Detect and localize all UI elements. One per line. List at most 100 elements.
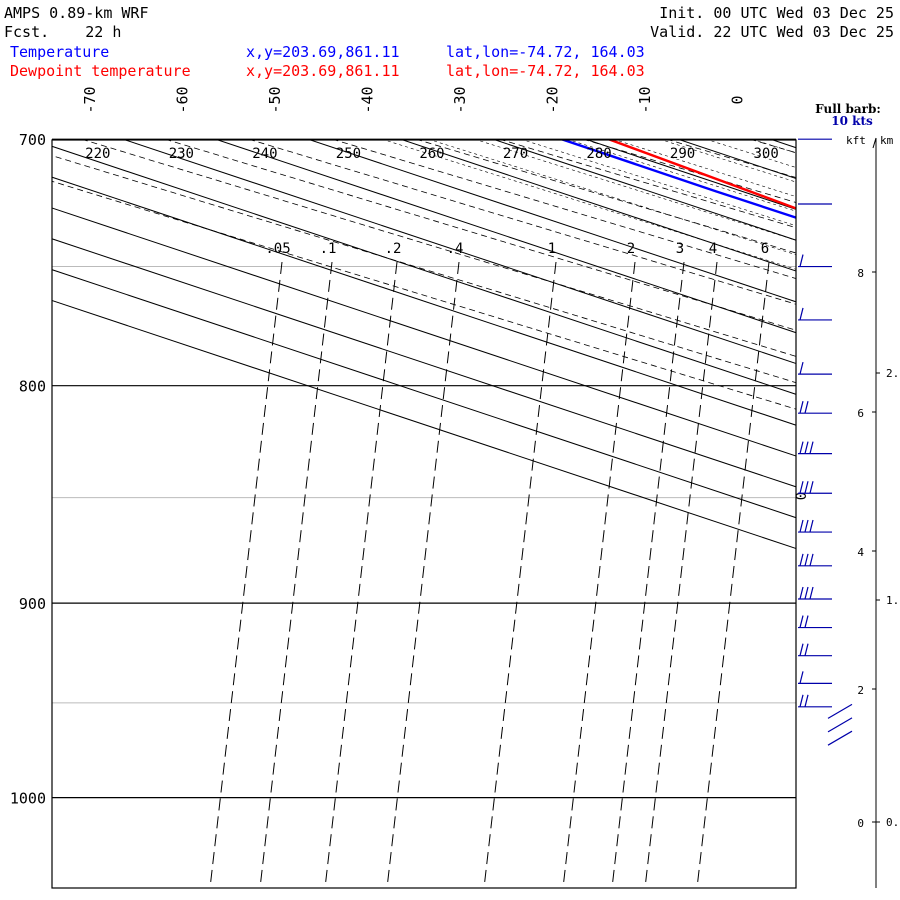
kft-tick-label: 8 <box>857 267 864 280</box>
isotherm-label: -50 <box>266 86 284 113</box>
kft-tick-label: 0 <box>857 817 864 830</box>
wind-barb <box>798 254 832 268</box>
forecast-hour: Fcst. 22 h <box>4 23 122 41</box>
wind-barb-flag <box>799 643 804 656</box>
moist-adiabat-line <box>753 140 796 154</box>
wind-barb-flag <box>799 586 804 600</box>
wind-barb-flag <box>809 481 814 494</box>
wind-barb-flag <box>799 254 804 267</box>
wind-barb-flag <box>799 694 804 707</box>
isotherm-line <box>771 140 796 149</box>
wind-barb <box>798 615 832 629</box>
wind-barb-flag <box>799 519 804 533</box>
moist-adiabat-line <box>891 139 900 879</box>
mixing-ratio-label: 6 <box>761 241 769 257</box>
moist-adiabat-line <box>476 140 796 241</box>
isotherm-line <box>52 207 796 457</box>
pressure-tick-label: 700 <box>19 131 46 149</box>
inline-isotherm-label: 0 <box>794 492 810 500</box>
wind-barb-flag <box>804 441 809 454</box>
legend-temperature-xy: x,y=203.69,861.11 <box>246 43 400 61</box>
mixing-ratio-line <box>562 261 636 888</box>
legend-dewpoint-name: Dewpoint temperature <box>10 62 191 80</box>
kft-tick-label: 4 <box>857 546 864 559</box>
wind-barb-flag <box>809 441 814 454</box>
pressure-tick-label: 900 <box>19 595 46 613</box>
mixing-ratio-line <box>696 261 770 888</box>
isotherm-line <box>863 139 900 879</box>
wind-barb-flag <box>799 481 804 494</box>
plot-frame <box>51 139 797 889</box>
moist-adiabat-line <box>798 139 900 879</box>
wind-barb-flag <box>804 615 809 628</box>
km-tick-label: 2. <box>886 367 899 380</box>
wind-barb-flag <box>809 586 814 600</box>
barb-note-line1: Full barb: <box>815 102 881 116</box>
wind-barb <box>798 694 832 708</box>
wind-barb <box>798 553 832 567</box>
isotherm-label: -10 <box>636 86 654 113</box>
wind-barb-flag <box>804 481 809 494</box>
isotherm-label: 0 <box>729 95 747 104</box>
legend-temperature-name: Temperature <box>10 43 110 61</box>
wind-barb <box>798 586 832 600</box>
wind-barb <box>827 730 853 746</box>
wind-barb-flag <box>804 694 809 707</box>
theta-label: 300 <box>753 146 778 162</box>
wind-barb-flag <box>804 519 809 533</box>
legend-dewpoint-xy: x,y=203.69,861.11 <box>246 62 400 80</box>
isotherm-line <box>52 299 796 550</box>
isotherm-label: -30 <box>451 86 469 113</box>
theta-label: 290 <box>670 146 695 162</box>
mixing-ratio-label: .05 <box>265 241 290 257</box>
mixing-ratio-line <box>209 261 283 888</box>
wind-barb <box>798 307 832 321</box>
legend-temperature-latlon: lat,lon=-74.72, 164.03 <box>446 43 645 61</box>
isotherm-line <box>52 238 796 488</box>
mixing-ratio-label: .2 <box>385 241 402 257</box>
wind-barb <box>798 401 832 414</box>
km-axis-label: km <box>880 134 894 147</box>
barb-note-line2: 10 kts <box>831 114 873 128</box>
dry-adiabat-line <box>417 140 796 254</box>
isotherm-line <box>216 140 796 334</box>
isotherm-line <box>123 140 796 365</box>
mixing-ratio-line <box>386 261 460 888</box>
isotherm-line <box>52 176 796 426</box>
moist-adiabat-line <box>845 139 900 879</box>
wind-barb-flag <box>799 361 804 375</box>
pressure-tick-label: 800 <box>19 378 46 396</box>
theta-label: 220 <box>85 146 110 162</box>
kft-tick-label: 2 <box>857 684 864 697</box>
moist-adiabat-line <box>429 140 796 256</box>
isotherm-label: -40 <box>359 86 377 113</box>
wind-barb-flag <box>804 586 809 600</box>
isotherm-line <box>52 145 796 395</box>
km-tick-label: 1. <box>886 594 899 607</box>
mixing-ratio-line <box>483 261 557 888</box>
wind-barb-flag <box>804 643 809 656</box>
isotherm-line <box>308 140 796 303</box>
wind-barb-flag <box>799 671 804 684</box>
mixing-ratio-line <box>324 261 398 888</box>
wind-barb-flag <box>799 553 804 566</box>
mixing-ratio-label: 1 <box>548 241 556 257</box>
dry-adiabat-line <box>834 139 900 879</box>
wind-barb <box>798 671 832 685</box>
wind-barb <box>827 717 853 733</box>
wind-barb <box>798 519 832 533</box>
dry-adiabat-line <box>751 140 796 154</box>
dewpoint-series-line <box>608 140 796 210</box>
mixing-ratio-line <box>259 261 333 888</box>
theta-label: 240 <box>252 146 277 162</box>
isotherm-line <box>401 140 796 272</box>
kft-tick-label: 6 <box>857 407 864 420</box>
dry-adiabat-line <box>500 140 796 229</box>
moist-adiabat-line <box>614 140 796 197</box>
model-title: AMPS 0.89-km WRF <box>4 4 149 22</box>
wind-barb <box>798 643 832 657</box>
wind-barb <box>798 361 832 375</box>
mixing-ratio-line <box>611 261 685 888</box>
wind-barb-flag <box>804 553 809 566</box>
